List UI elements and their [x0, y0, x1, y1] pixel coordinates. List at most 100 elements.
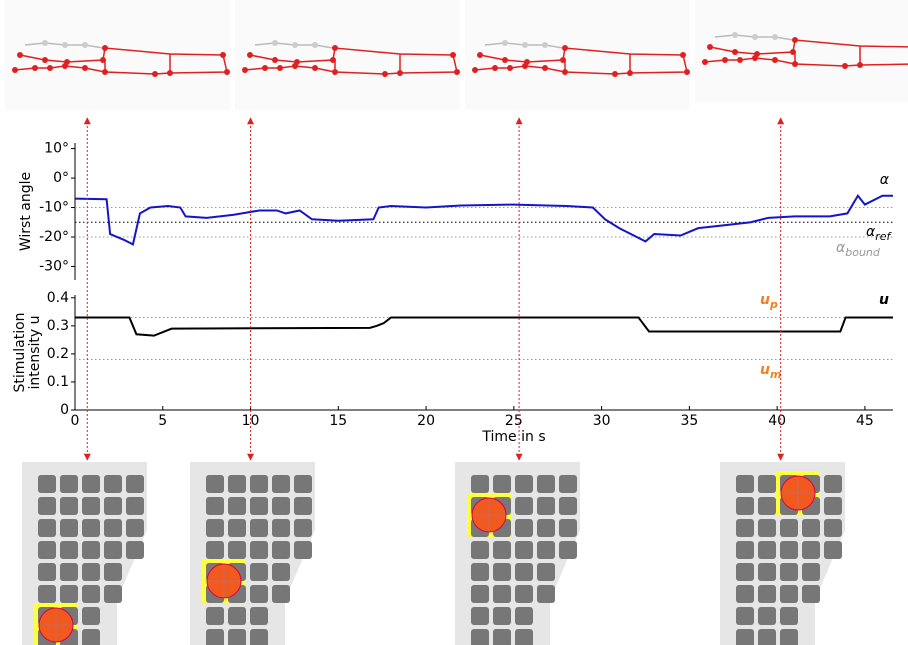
electrode — [471, 629, 489, 645]
reference-label: up — [760, 292, 778, 311]
electrode — [60, 563, 78, 581]
electrode — [537, 519, 555, 537]
electrode — [758, 607, 776, 625]
electrode — [493, 629, 511, 645]
electrode — [758, 541, 776, 559]
electrode — [736, 475, 754, 493]
electrode — [60, 475, 78, 493]
electrode — [471, 607, 489, 625]
electrode — [272, 541, 290, 559]
hand-pose — [695, 0, 908, 102]
electrode — [82, 541, 100, 559]
electrode — [559, 541, 577, 559]
electrode — [38, 497, 56, 515]
electrode — [104, 541, 122, 559]
electrode — [206, 607, 224, 625]
y-tick-label: -20° — [39, 229, 69, 245]
electrode — [515, 541, 533, 559]
electrode — [758, 585, 776, 603]
electrode — [537, 541, 555, 559]
electrode — [126, 541, 144, 559]
electrode — [250, 497, 268, 515]
electrode — [824, 497, 842, 515]
electrode — [515, 607, 533, 625]
hand-pose — [235, 0, 460, 110]
electrode — [60, 497, 78, 515]
electrode — [736, 563, 754, 581]
x-tick-label: 45 — [856, 413, 874, 429]
electrode — [294, 475, 312, 493]
electrode — [515, 475, 533, 493]
electrode — [228, 519, 246, 537]
electrode — [824, 475, 842, 493]
electrode — [38, 519, 56, 537]
electrode — [736, 497, 754, 515]
electrode — [471, 585, 489, 603]
electrode — [758, 497, 776, 515]
electrode — [802, 585, 820, 603]
y-axis-label: Stimulation — [12, 312, 28, 392]
electrode — [294, 519, 312, 537]
electrode — [272, 563, 290, 581]
y-axis-label: intensity u — [27, 315, 43, 389]
electrode — [294, 497, 312, 515]
electrode — [780, 585, 798, 603]
electrode — [515, 629, 533, 645]
electrode — [471, 563, 489, 581]
hand-pose — [5, 0, 230, 110]
label-subscript: p — [769, 298, 778, 311]
x-tick-label: 20 — [417, 413, 435, 429]
electrode — [493, 475, 511, 493]
electrode — [206, 519, 224, 537]
y-tick-label: -10° — [39, 200, 69, 216]
electrode — [250, 519, 268, 537]
electrode — [493, 563, 511, 581]
electrode — [294, 541, 312, 559]
electrode — [824, 519, 842, 537]
electrode — [272, 585, 290, 603]
x-axis-label: Time in s — [481, 429, 545, 445]
electrode — [272, 497, 290, 515]
electrode — [104, 475, 122, 493]
electrode — [82, 585, 100, 603]
electrode — [206, 629, 224, 645]
y-tick-label: 0.1 — [47, 374, 69, 390]
x-tick-label: 15 — [329, 413, 347, 429]
electrode — [82, 629, 100, 645]
electrode — [824, 541, 842, 559]
electrode — [206, 497, 224, 515]
electrode — [82, 607, 100, 625]
electrode — [493, 607, 511, 625]
x-tick-label: 35 — [680, 413, 698, 429]
reference-label: αref — [866, 224, 893, 243]
electrode — [493, 541, 511, 559]
electrode — [104, 585, 122, 603]
electrode — [736, 519, 754, 537]
electrode — [493, 585, 511, 603]
hand-pose — [465, 0, 690, 110]
electrode — [60, 585, 78, 603]
electrode — [537, 563, 555, 581]
electrode — [758, 475, 776, 493]
electrode — [272, 519, 290, 537]
electrode — [758, 629, 776, 645]
electrode — [228, 475, 246, 493]
electrode — [82, 475, 100, 493]
y-tick-label: 0 — [60, 402, 69, 418]
electrode — [126, 497, 144, 515]
electrode — [515, 563, 533, 581]
y-axis-label: Wirst angle — [18, 172, 34, 251]
series-label: α — [880, 172, 890, 188]
x-tick-label: 40 — [768, 413, 786, 429]
electrode — [126, 519, 144, 537]
electrode — [250, 629, 268, 645]
electrode — [104, 563, 122, 581]
electrode — [250, 541, 268, 559]
electrode — [82, 519, 100, 537]
electrode — [559, 497, 577, 515]
electrode — [736, 607, 754, 625]
y-tick-label: 0.3 — [47, 318, 69, 334]
electrode — [104, 497, 122, 515]
electrode — [228, 497, 246, 515]
electrode — [38, 563, 56, 581]
